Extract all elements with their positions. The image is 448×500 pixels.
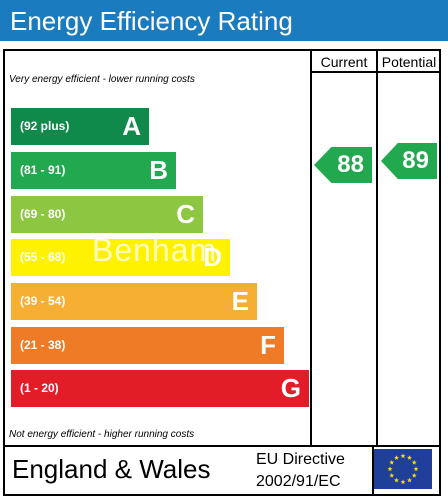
potential-rating-value: 89 [402, 147, 429, 174]
eu-flag-star [387, 466, 393, 472]
band-g-letter: G [280, 373, 301, 403]
eu-flag-star [394, 477, 399, 483]
footer-divider-flag [372, 445, 374, 496]
eu-flag-star [400, 453, 406, 459]
note-top: Very energy efficient - lower running co… [9, 74, 195, 85]
column-header-current: Current [320, 54, 368, 70]
band-b: (81 - 91) B [11, 152, 176, 189]
band-c-letter: C [176, 199, 195, 229]
band-a-range: (92 plus) [20, 119, 70, 133]
band-d-range: (55 - 68) [20, 250, 66, 264]
band-d: (55 - 68) D [11, 239, 230, 276]
band-f-range: (21 - 38) [20, 338, 66, 352]
band-b-range: (81 - 91) [20, 163, 66, 177]
rating-frame [3, 49, 441, 496]
band-c: (69 - 80) C [11, 196, 203, 233]
header-banner: Energy Efficiency Rating [0, 0, 448, 41]
eu-flag-star [407, 455, 412, 460]
watermark: Benham [92, 232, 218, 268]
eu-flag-star [394, 455, 399, 460]
band-g-range: (1 - 20) [20, 381, 59, 395]
eu-flag-star [413, 466, 419, 472]
note-bottom: Not energy efficient - higher running co… [9, 429, 195, 440]
directive-line2: 2002/91/EC [256, 473, 341, 490]
page-title: Energy Efficiency Rating [10, 6, 293, 36]
band-g: (1 - 20) G [11, 370, 309, 407]
band-e-letter: E [231, 286, 249, 316]
header-row-divider [310, 71, 441, 73]
column-divider-left [310, 49, 312, 447]
current-rating-value: 88 [337, 151, 364, 178]
band-a: (92 plus) A [11, 108, 149, 145]
column-header-potential: Potential [381, 54, 437, 70]
eu-flag-star [411, 472, 417, 478]
eu-flag-star [389, 459, 395, 465]
column-divider-right [376, 49, 378, 447]
band-a-letter: A [122, 111, 141, 141]
band-b-letter: B [149, 155, 168, 185]
band-c-range: (69 - 80) [20, 207, 66, 221]
eu-flag-star [407, 477, 412, 483]
band-e-range: (39 - 54) [20, 294, 66, 308]
eu-flag-star [400, 479, 406, 485]
eu-flag-icon [374, 449, 432, 489]
eu-flag-star [411, 459, 417, 465]
eu-flag-star [389, 472, 395, 478]
band-f-letter: F [260, 330, 276, 360]
footer-region: England & Wales [12, 454, 211, 484]
directive-line1: EU Directive [256, 451, 345, 468]
band-d-letter: D [203, 242, 222, 272]
footer-divider [3, 445, 441, 447]
band-f: (21 - 38) F [11, 327, 284, 364]
band-e: (39 - 54) E [11, 283, 257, 320]
